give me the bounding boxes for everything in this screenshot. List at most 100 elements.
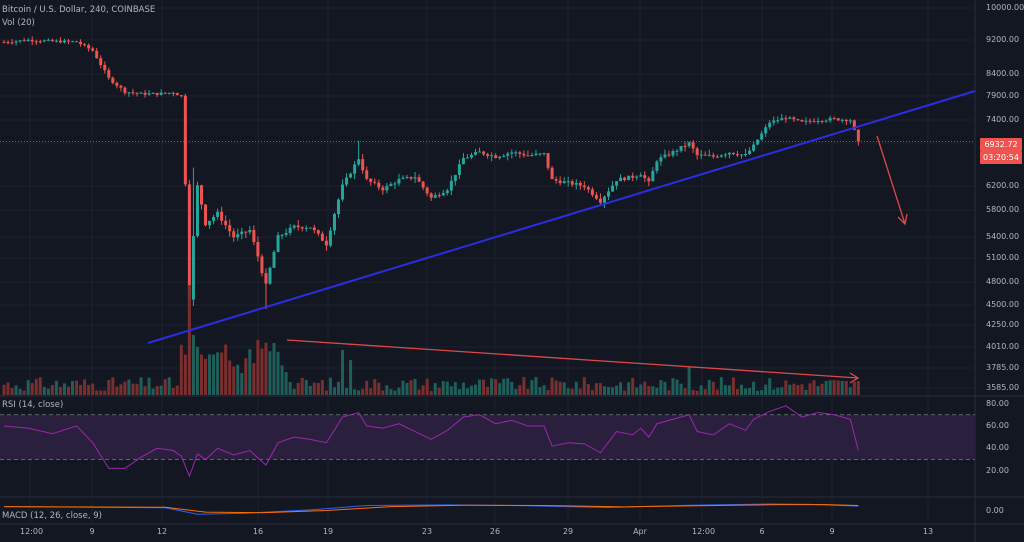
volume-bar: [357, 390, 361, 395]
time-tick-label: 9: [89, 527, 95, 536]
volume-bar: [18, 388, 22, 395]
volume-bar: [586, 383, 590, 395]
candle-body: [671, 151, 675, 156]
candle-body: [320, 233, 324, 241]
volume-bar: [324, 390, 328, 395]
volume-bar: [671, 378, 675, 395]
macd-indicator-label: MACD (12, 26, close, 9): [2, 511, 102, 521]
candle-body: [711, 155, 715, 157]
volume-bar: [365, 380, 369, 395]
candle-body: [727, 152, 731, 155]
candle-body: [167, 92, 171, 94]
candle-body: [457, 164, 461, 175]
volume-bar: [772, 389, 776, 395]
volume-bar: [175, 385, 179, 395]
time-tick-label: 9: [829, 527, 835, 536]
candle-body: [66, 40, 70, 42]
volume-bar: [647, 385, 651, 395]
candle-body: [272, 252, 276, 268]
volume-bar: [171, 387, 175, 395]
volume-bar: [445, 381, 449, 395]
candle-body: [760, 133, 764, 140]
candle-body: [163, 92, 167, 94]
volume-bar: [95, 390, 99, 395]
price-tick-label: 4010.00: [986, 342, 1020, 351]
candle-body: [478, 151, 482, 153]
volume-bar: [836, 380, 840, 395]
rsi-tick-label: 40.00: [986, 443, 1009, 453]
volume-bar: [679, 383, 683, 395]
candle-body: [808, 120, 812, 122]
candle-body: [844, 119, 848, 122]
volume-bar: [413, 379, 417, 395]
volume-bar: [441, 381, 445, 395]
candle-body: [292, 225, 296, 228]
candle-body: [744, 154, 748, 156]
volume-bar: [195, 347, 199, 395]
volume-bar: [788, 384, 792, 395]
candle-body: [264, 273, 268, 284]
rsi-tick-label: 60.00: [986, 420, 1009, 430]
volume-bar: [191, 335, 195, 395]
volume-bar: [538, 387, 542, 395]
volume-bar: [510, 381, 514, 395]
candle-body: [99, 58, 103, 66]
candle-body: [199, 185, 203, 205]
volume-bar: [103, 390, 107, 395]
volume-bar: [832, 380, 836, 395]
candle-body: [502, 155, 506, 157]
volume-bar: [739, 384, 743, 395]
candle-body: [111, 77, 115, 83]
candle-body: [220, 211, 224, 221]
candle-body: [139, 92, 143, 94]
candle-body: [623, 177, 627, 181]
candle-body: [800, 119, 804, 122]
volume-bar: [151, 388, 155, 395]
volume-bar: [518, 385, 522, 395]
volume-bar: [232, 366, 236, 395]
volume-bar: [820, 383, 824, 395]
candle-body: [506, 153, 510, 156]
candle-body: [175, 93, 179, 96]
volume-bar: [272, 343, 276, 395]
volume-divergence-arrow: [286, 339, 859, 379]
candle-body: [195, 185, 199, 237]
volume-bar: [752, 381, 756, 395]
volume-bar: [14, 385, 18, 395]
volume-bar: [550, 377, 554, 395]
ascending-trendline: [147, 90, 976, 344]
volume-bar: [361, 388, 365, 395]
time-tick-label: 19: [322, 527, 334, 536]
volume-bar: [707, 379, 711, 395]
volume-bar: [409, 380, 413, 395]
candle-body: [179, 95, 183, 97]
volume-bar: [316, 382, 320, 395]
volume-bar: [566, 388, 570, 395]
candle-body: [26, 39, 30, 42]
candle-body: [83, 44, 87, 46]
candle-body: [784, 118, 788, 120]
volume-arrowhead: [849, 372, 860, 384]
volume-bar: [155, 385, 159, 395]
volume-bar: [417, 389, 421, 395]
candle-body: [377, 182, 381, 188]
volume-bar: [236, 364, 240, 395]
candle-body: [820, 121, 824, 123]
candle-body: [486, 154, 490, 156]
candle-body: [683, 145, 687, 147]
volume-bar: [768, 378, 772, 395]
volume-bar: [494, 379, 498, 395]
volume-bar: [429, 390, 433, 395]
price-tick-label: 10000.00: [986, 3, 1024, 12]
volume-bar: [312, 382, 316, 395]
volume-bar: [486, 386, 490, 395]
candle-body: [679, 145, 683, 151]
signal-line: [4, 504, 859, 514]
candle-body: [18, 40, 22, 42]
candle-body: [740, 154, 744, 156]
candle-body: [276, 235, 280, 253]
candle-body: [385, 185, 389, 191]
candle-body: [332, 214, 336, 231]
volume-bar: [252, 363, 256, 395]
